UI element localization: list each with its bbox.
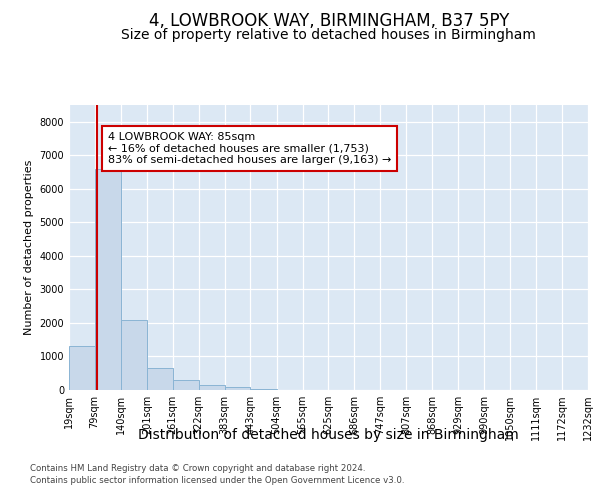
Bar: [69, 346, 95, 390]
Text: Size of property relative to detached houses in Birmingham: Size of property relative to detached ho…: [121, 28, 536, 42]
Bar: [225, 388, 250, 390]
Text: Contains public sector information licensed under the Open Government Licence v3: Contains public sector information licen…: [30, 476, 404, 485]
Text: Contains HM Land Registry data © Crown copyright and database right 2024.: Contains HM Land Registry data © Crown c…: [30, 464, 365, 473]
Text: Distribution of detached houses by size in Birmingham: Distribution of detached houses by size …: [139, 428, 519, 442]
Bar: [250, 389, 277, 390]
Bar: [147, 368, 173, 390]
Bar: [199, 385, 225, 390]
Bar: [121, 320, 147, 390]
Y-axis label: Number of detached properties: Number of detached properties: [24, 160, 34, 335]
Bar: [173, 380, 199, 390]
Text: 4, LOWBROOK WAY, BIRMINGHAM, B37 5PY: 4, LOWBROOK WAY, BIRMINGHAM, B37 5PY: [149, 12, 509, 30]
Bar: [95, 168, 121, 390]
Text: 4 LOWBROOK WAY: 85sqm
← 16% of detached houses are smaller (1,753)
83% of semi-d: 4 LOWBROOK WAY: 85sqm ← 16% of detached …: [108, 132, 391, 165]
